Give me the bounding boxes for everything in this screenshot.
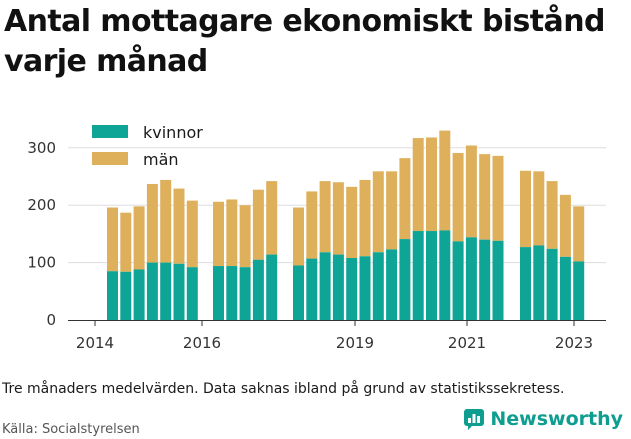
legend-swatch-man [92,152,128,165]
bar-man [239,205,251,268]
bar-kvinnor [533,245,545,320]
bar-man [266,181,278,255]
bar-kvinnor [520,247,531,320]
y-tick-label: 300 [27,139,56,157]
bar-man [372,171,384,253]
bar-kvinnor [426,231,437,320]
y-tick-label: 200 [27,196,56,214]
bar-man [399,158,411,240]
bar-kvinnor [107,271,118,320]
brand-logo: Newsworthy [463,408,623,430]
bar-kvinnor [120,271,132,320]
y-tick-label: 0 [46,311,56,329]
bar-kvinnor [293,265,304,320]
bar-man [107,207,118,272]
bar-man [520,170,531,248]
bar-man [346,186,358,259]
bar-man [319,181,331,253]
bar-kvinnor [160,262,172,320]
bar-kvinnor [399,239,411,320]
bar-kvinnor [346,258,358,320]
bar-man [573,206,585,262]
bar-man [173,188,185,264]
x-tick-label: 2014 [76,334,114,352]
bar-man [133,206,145,270]
bar-man [533,171,545,246]
x-tick-label: 2019 [336,334,374,352]
bar-man [386,171,398,250]
bar-man [120,212,132,272]
bar-kvinnor [133,269,145,320]
x-tick-label: 2023 [555,334,593,352]
bar-kvinnor [332,254,344,320]
bar-kvinnor [146,262,158,320]
bar-man [439,130,451,231]
bar-kvinnor [266,254,278,320]
bar-kvinnor [573,261,585,320]
bar-kvinnor [546,248,558,320]
bar-kvinnor [359,256,371,320]
bar-kvinnor [319,252,331,320]
bar-kvinnor [226,266,238,320]
legend-label-kvinnor: kvinnor [143,123,203,142]
bar-man [452,152,464,242]
bar-kvinnor [213,266,224,320]
bar-kvinnor [479,239,491,320]
bar-man [160,179,172,263]
bar-man [332,182,344,255]
bar-man [546,181,558,249]
bar-man [213,201,224,267]
bar-kvinnor [439,230,451,320]
bar-kvinnor [386,249,398,320]
bar-kvinnor [306,258,318,320]
bar-kvinnor [465,237,477,320]
bar-kvinnor [452,241,464,320]
bar-kvinnor [492,240,504,320]
bar-kvinnor [252,259,264,320]
y-tick-label: 100 [27,254,56,272]
x-tick-label: 2021 [448,334,486,352]
bar-kvinnor [559,256,571,320]
bar-kvinnor [186,267,198,320]
bar-man [293,207,304,266]
chart-source: Källa: Socialstyrelsen [2,422,140,437]
bar-man [465,145,477,238]
bar-man [559,194,571,257]
bar-man [146,183,158,263]
bar-kvinnor [173,263,185,320]
legend-label-man: män [143,150,179,169]
brand-name: Newsworthy [490,408,623,430]
bar-kvinnor [372,252,384,320]
bar-kvinnor [412,231,424,320]
bar-man [186,200,198,268]
bar-man [426,137,437,232]
bar-man [412,138,424,232]
bar-kvinnor [239,267,251,320]
chart-title: Antal mottagare ekonomiskt bistånd varje… [4,4,605,79]
bar-man [359,179,371,257]
chart-note: Tre månaders medelvärden. Data saknas ib… [2,381,565,397]
bar-man [479,154,491,240]
chart-bars-icon [464,409,485,430]
x-tick-label: 2016 [183,334,221,352]
bar-man [306,191,318,259]
legend-swatch-kvinnor [92,125,128,138]
bar-man [252,189,264,260]
bar-man [492,155,504,241]
bar-man [226,199,238,267]
